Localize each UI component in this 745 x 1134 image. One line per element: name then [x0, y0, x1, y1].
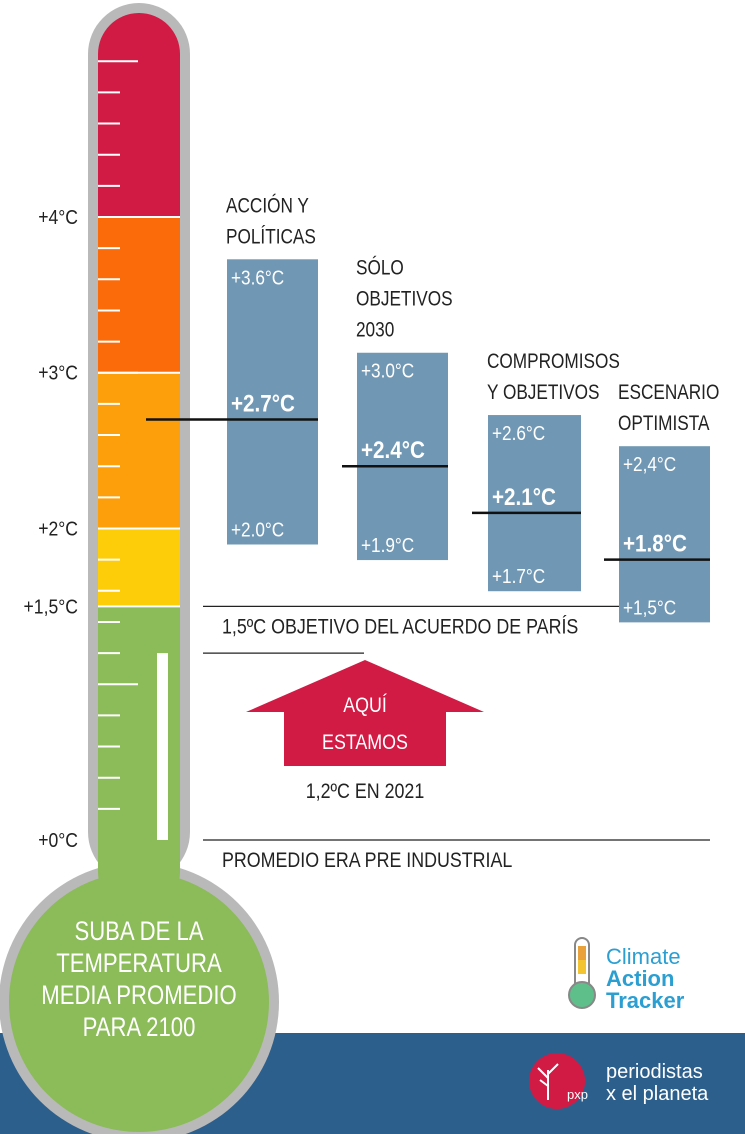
thermometer-band-1 — [98, 528, 180, 607]
pxp-logo-mark — [529, 1053, 585, 1109]
scenario-high-label: +3.6°C — [231, 266, 284, 289]
thermometer-caption-line: MEDIA PROMEDIO — [41, 981, 236, 1011]
y-axis-ticks: +0°C +1,5°C +2°C +3°C +4°C — [24, 206, 78, 851]
thermometer-bands — [98, 13, 180, 900]
scenario-mid-label: +2.4°C — [361, 437, 425, 464]
scenario-low-label: +1.9°C — [361, 534, 414, 557]
scenario-high-label: +3.0°C — [361, 360, 414, 383]
scenario-low-label: +1,5°C — [623, 596, 676, 619]
pxp-logo-line: periodistas — [606, 1061, 703, 1083]
arrow-label-line: AQUÍ — [343, 693, 387, 718]
scenario-name-line: ACCIÓN Y — [226, 194, 309, 218]
scenario-range-box — [227, 259, 318, 545]
y-tick-label: +2°C — [38, 517, 78, 539]
current-value-label: 1,2ºC EN 2021 — [306, 780, 425, 804]
reference-lines: 1,5ºC OBJETIVO DEL ACUERDO DE PARÍS PROME… — [203, 605, 710, 873]
thermometer-caption-line: SUBA DE LA — [74, 917, 204, 947]
scenario-range-box — [488, 415, 581, 592]
pxp-tree-icon — [537, 1063, 559, 1100]
y-tick-label: +1,5°C — [24, 595, 78, 617]
current-level-bar — [157, 653, 168, 840]
scenario-name-line: POLÍTICAS — [226, 226, 316, 249]
scenario-name-line: OBJETIVOS — [356, 288, 453, 311]
scenario-low-label: +2.0°C — [231, 518, 284, 541]
scenario-3: ESCENARIO OPTIMISTA +2,4°C +1.8°C +1,5°C — [604, 382, 719, 623]
scenario-mid-label: +2.1°C — [492, 483, 556, 510]
cat-logo-line: Climate — [606, 944, 681, 969]
y-tick-label: +0°C — [38, 829, 78, 851]
scenario-high-label: +2.6°C — [492, 422, 545, 445]
reference-line-label: 1,5ºC OBJETIVO DEL ACUERDO DE PARÍS — [222, 614, 578, 639]
pxp-logo-mark-text: pxp — [567, 1087, 588, 1102]
scenario-name-line: Y OBJETIVOS — [487, 382, 600, 405]
thermometer-caption-line: PARA 2100 — [83, 1013, 196, 1043]
scenario-2: COMPROMISOS Y OBJETIVOS +2.6°C +2.1°C +1.7°C — [472, 351, 620, 592]
scenario-range-box — [357, 352, 448, 561]
thermometer-bulb — [9, 872, 269, 1132]
scenario-high-label: +2,4°C — [623, 453, 676, 476]
scenario-low-label: +1.7°C — [492, 565, 545, 588]
y-tick-label: +3°C — [38, 362, 78, 384]
scenario-1: SÓLO OBJETIVOS 2030 +3.0°C +2.4°C +1.9°C — [342, 256, 453, 561]
reference-line-label: PROMEDIO ERA PRE INDUSTRIAL — [222, 849, 512, 873]
cat-thermometer-band — [578, 960, 586, 974]
thermometer-band-4 — [98, 13, 180, 217]
cat-thermometer-bulb — [568, 981, 596, 1009]
cat-logo-line: Action — [606, 966, 674, 991]
here-we-are-arrow — [246, 660, 484, 766]
scenario-name-line: 2030 — [356, 319, 394, 342]
scenario-name-line: SÓLO — [356, 256, 404, 280]
scenario-range-box — [619, 446, 710, 623]
y-tick-label: +4°C — [38, 206, 78, 228]
scenario-name-line: ESCENARIO — [618, 382, 719, 405]
thermometer-caption-line: TEMPERATURA — [56, 949, 222, 979]
cat-logo-line: Tracker — [606, 988, 685, 1013]
current-temperature-arrow: AQUÍ ESTAMOS 1,2ºC EN 2021 — [246, 660, 484, 803]
scenario-0: ACCIÓN Y POLÍTICAS +3.6°C +2.7°C +2.0°C — [146, 194, 318, 545]
cat-thermometer-band — [578, 946, 586, 960]
arrow-label-line: ESTAMOS — [322, 731, 408, 755]
scenario-name-line: OPTIMISTA — [618, 413, 710, 436]
pxp-logo-line: x el planeta — [606, 1083, 709, 1105]
scenario-mid-label: +2.7°C — [231, 390, 295, 417]
thermometer-band-2 — [98, 372, 180, 529]
thermometer-band-3 — [98, 217, 180, 373]
scenario-mid-label: +1.8°C — [623, 530, 687, 557]
scenario-name-line: COMPROMISOS — [487, 351, 620, 374]
scenario-ranges: ACCIÓN Y POLÍTICAS +3.6°C +2.7°C +2.0°C SÓLO O… — [146, 194, 719, 623]
